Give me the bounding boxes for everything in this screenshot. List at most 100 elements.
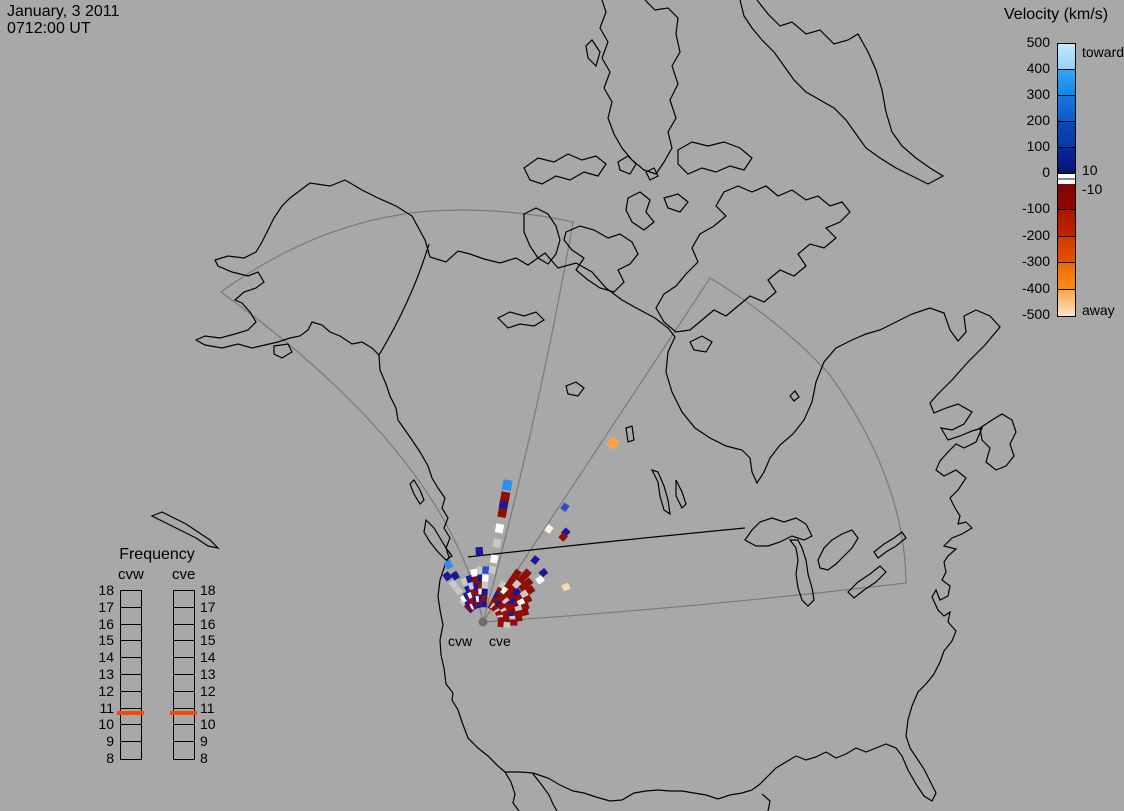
velocity-cell-red [521,568,532,580]
frequency-tick-label: 12 [200,682,216,699]
coastline-lake-huron [817,529,859,571]
velocity-cell-red [499,491,511,503]
frequency-bar-cell [174,658,194,675]
velocity-colorbar-segment [1058,148,1075,174]
velocity-colorbar-segment [1058,236,1075,264]
frequency-legend: Frequency cvw cve 18 18 17 17 16 16 15 15 14 14 13… [88,546,228,776]
frequency-tick-label: 11 [200,699,215,716]
velocity-colorbar-segment [1058,70,1075,96]
timestamp-time: 0712:00 UT [7,20,91,37]
map-site-label-cvw: cvw [448,633,473,649]
coastline-aleutian-chain [150,511,220,549]
frequency-bar-cve [173,590,195,760]
coastline-lake-erie [847,565,887,599]
velocity-cell-red [522,594,533,604]
frequency-bar-cell [174,692,194,709]
coastline-kodiak-island [273,343,293,359]
velocity-cell-white [489,554,499,564]
frequency-cvw-label: cvw [118,566,144,583]
radar-site-dot [478,617,488,627]
frequency-tick-label: 17 [200,598,216,615]
timestamp: January, 3 2011 0712:00 UT [7,3,119,37]
velocity-cell-cream [544,524,554,534]
velocity-cell-white [500,586,510,596]
frequency-marker [170,710,197,715]
coastline-ellesmere-island [599,0,681,175]
velocity-cell-red [513,593,524,603]
velocity-colorbar-segment [1058,96,1075,122]
coastline-cornwallis-island [645,167,659,181]
velocity-cell-blue [560,502,570,513]
coastline-quebec-lake [789,390,800,402]
frequency-tick-label: 15 [200,632,216,649]
frequency-bar-cell [174,641,194,659]
velocity-cell-navy [450,570,461,581]
velocity-colorbar-segment [1058,184,1075,211]
frequency-bar-cell [121,742,141,759]
frequency-bar-cell [121,675,141,692]
frequency-tick-label: 9 [200,733,208,750]
frequency-legend-title: Frequency [119,546,195,563]
velocity-cell-gray [501,597,511,607]
frequency-tick-label: 16 [98,615,114,632]
toward-label: toward [1082,44,1124,60]
frequency-tick-label: 12 [98,682,114,699]
coastline-gulf-california-east-shore [532,773,558,811]
velocity-cell-gray [488,565,497,575]
frequency-tick-label: 13 [200,666,216,682]
frequency-tick-label: 18 [98,582,114,598]
velocity-colorbar-segment [1058,289,1075,316]
velocity-colorbar-segment [1058,44,1075,70]
coastline-alaska-border [378,243,430,356]
velocity-cell-navy [480,600,487,608]
coastline-us-canada-border [467,527,746,558]
frequency-tick-label: 14 [200,649,216,666]
velocity-zero-band [1058,174,1075,184]
coastline-great-bear-lake [496,311,545,329]
velocity-cell-white [494,523,505,534]
frequency-bar-cell [121,625,141,642]
frequency-tick-label: 18 [200,582,216,598]
velocity-cell-navy [530,555,540,565]
velocity-cell-red [520,608,530,617]
velocity-cell-gray [481,581,489,589]
frequency-tick-label: 9 [106,733,114,750]
coastline-mexico-east-coast [761,793,771,811]
frequency-tick-label: 13 [98,666,114,682]
coastline-prince-of-wales-island [625,191,655,231]
coastline-great-slave-lake [565,381,585,397]
velocity-cell-red [481,594,488,602]
frequency-bar-cell [121,658,141,675]
velocity-cell-red [558,532,569,542]
velocity-cell-navy [508,597,518,607]
velocity-cell-navy [512,587,522,598]
coastline-newfoundland-island [979,413,1017,471]
velocity-cell-white [535,575,545,585]
coastline-southampton-island [689,335,713,353]
frequency-tick-label: 17 [98,598,114,615]
frequency-bar-cell [121,591,141,608]
frequency-bar-cell [121,725,141,743]
fan-outline-cvw-fov [219,209,574,623]
velocity-cell-red [523,577,534,588]
coastline-greenland [739,0,945,185]
coastline-lake-winnipeg [650,468,671,516]
velocity-cell-peach [561,582,571,592]
map-site-label-cve: cve [489,633,511,649]
frequency-tick-label: 10 [200,716,216,733]
velocity-cell-navy [475,546,484,556]
frequency-bar-cell [174,742,194,759]
coastline-somerset-island [663,193,689,213]
velocity-colorbar [1057,43,1076,317]
coastline-small-prairie-lake [625,425,635,443]
coastline-mainland [194,179,1001,802]
velocity-cell-red [497,507,508,519]
velocity-cell-red [497,620,505,628]
frequency-bar-cell [121,641,141,659]
frequency-bar-cell [121,709,141,726]
velocity-cell-gray [503,621,511,629]
coastline-axel-heiberg-island [585,39,601,68]
frequency-bar-cell [174,591,194,608]
coastline-vancouver-island [423,518,453,561]
